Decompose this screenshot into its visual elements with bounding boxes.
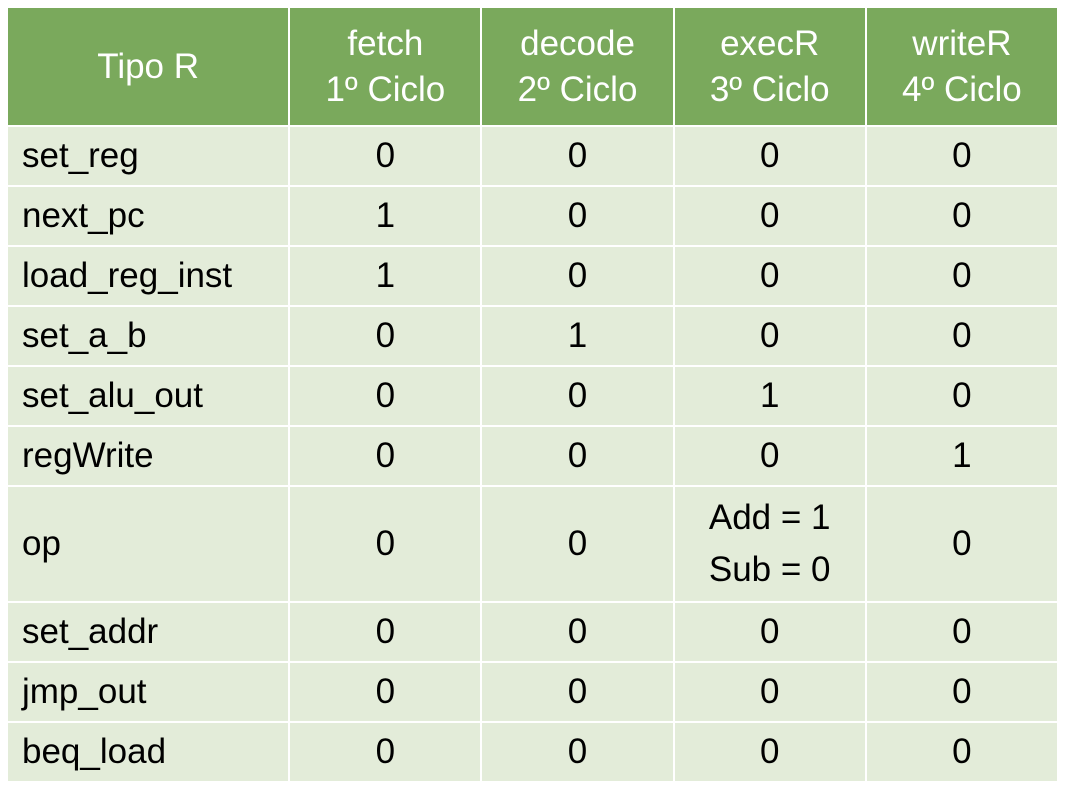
table-cell: 0 bbox=[288, 365, 483, 427]
table-cell: 0 bbox=[288, 125, 483, 187]
table-cell: 0 bbox=[480, 425, 675, 487]
table-cell: 1 bbox=[480, 305, 675, 367]
table-row: op 0 0 Add = 1 Sub = 0 0 bbox=[5, 485, 1060, 603]
table-row: set_addr 0 0 0 0 bbox=[5, 601, 1060, 663]
table-cell: 0 bbox=[864, 185, 1060, 247]
table-cell: 0 bbox=[672, 601, 867, 663]
table-cell: 0 bbox=[288, 485, 483, 603]
table-cell: 0 bbox=[672, 245, 867, 307]
signal-name: set_a_b bbox=[5, 305, 291, 367]
column-cycle: 4º Ciclo bbox=[902, 69, 1022, 109]
table-cell: 1 bbox=[864, 425, 1060, 487]
op-add-value: Add = 1 bbox=[708, 498, 831, 537]
signal-name: jmp_out bbox=[5, 661, 291, 723]
table-cell: 0 bbox=[288, 601, 483, 663]
table-row: load_reg_inst 1 0 0 0 bbox=[5, 245, 1060, 307]
column-cycle: 3º Ciclo bbox=[709, 69, 830, 109]
table-cell: 0 bbox=[480, 601, 675, 663]
signal-name: set_addr bbox=[5, 601, 291, 663]
header-row: Tipo R fetch 1º Ciclo decode 2º Ciclo ex… bbox=[5, 6, 1060, 127]
signal-name: set_reg bbox=[5, 125, 291, 187]
table-cell: 0 bbox=[864, 601, 1060, 663]
signal-name: op bbox=[5, 485, 291, 603]
table-cell: 0 bbox=[288, 305, 483, 367]
table-cell: 0 bbox=[672, 125, 867, 187]
column-cycle: 1º Ciclo bbox=[325, 69, 446, 109]
column-header-fetch: fetch 1º Ciclo bbox=[288, 6, 483, 127]
table-row: set_a_b 0 1 0 0 bbox=[5, 305, 1060, 367]
table-cell: 0 bbox=[864, 305, 1060, 367]
table-row: set_alu_out 0 0 1 0 bbox=[5, 365, 1060, 427]
table-cell: 0 bbox=[672, 425, 867, 487]
table-cell: 0 bbox=[864, 245, 1060, 307]
table-cell: 0 bbox=[672, 185, 867, 247]
table-row: set_reg 0 0 0 0 bbox=[5, 125, 1060, 187]
signal-name: next_pc bbox=[5, 185, 291, 247]
control-signals-table: Tipo R fetch 1º Ciclo decode 2º Ciclo ex… bbox=[5, 6, 1060, 783]
table-cell: Add = 1 Sub = 0 bbox=[672, 485, 867, 603]
table-cell: 0 bbox=[672, 661, 867, 723]
column-name: decode bbox=[520, 23, 635, 63]
table-cell: 0 bbox=[288, 661, 483, 723]
table-cell: 0 bbox=[864, 721, 1060, 783]
table-cell: 0 bbox=[672, 305, 867, 367]
table-cell: 0 bbox=[672, 721, 867, 783]
signal-name: load_reg_inst bbox=[5, 245, 291, 307]
column-name: writeR bbox=[912, 23, 1012, 63]
column-header-writer: writeR 4º Ciclo bbox=[864, 6, 1060, 127]
table-cell: 0 bbox=[480, 365, 675, 427]
table-cell: 0 bbox=[864, 365, 1060, 427]
table-cell: 0 bbox=[864, 661, 1060, 723]
table-row: jmp_out 0 0 0 0 bbox=[5, 661, 1060, 723]
table-cell: 0 bbox=[480, 721, 675, 783]
table-row: regWrite 0 0 0 1 bbox=[5, 425, 1060, 487]
corner-header: Tipo R bbox=[5, 6, 291, 127]
column-header-decode: decode 2º Ciclo bbox=[480, 6, 675, 127]
table-row: next_pc 1 0 0 0 bbox=[5, 185, 1060, 247]
column-name: fetch bbox=[347, 23, 424, 63]
table-cell: 0 bbox=[480, 485, 675, 603]
op-sub-value: Sub = 0 bbox=[708, 550, 831, 589]
column-name: execR bbox=[720, 23, 820, 63]
table-cell: 0 bbox=[480, 185, 675, 247]
signal-name: regWrite bbox=[5, 425, 291, 487]
table-cell: 1 bbox=[672, 365, 867, 427]
table-cell: 0 bbox=[288, 425, 483, 487]
table-cell: 0 bbox=[480, 661, 675, 723]
table-row: beq_load 0 0 0 0 bbox=[5, 721, 1060, 783]
column-header-execr: execR 3º Ciclo bbox=[672, 6, 867, 127]
table-cell: 0 bbox=[480, 125, 675, 187]
signal-name: beq_load bbox=[5, 721, 291, 783]
signal-name: set_alu_out bbox=[5, 365, 291, 427]
table-cell: 1 bbox=[288, 185, 483, 247]
column-cycle: 2º Ciclo bbox=[517, 69, 638, 109]
table-cell: 0 bbox=[864, 125, 1060, 187]
table-cell: 1 bbox=[288, 245, 483, 307]
table-cell: 0 bbox=[480, 245, 675, 307]
table-cell: 0 bbox=[864, 485, 1060, 603]
table-cell: 0 bbox=[288, 721, 483, 783]
